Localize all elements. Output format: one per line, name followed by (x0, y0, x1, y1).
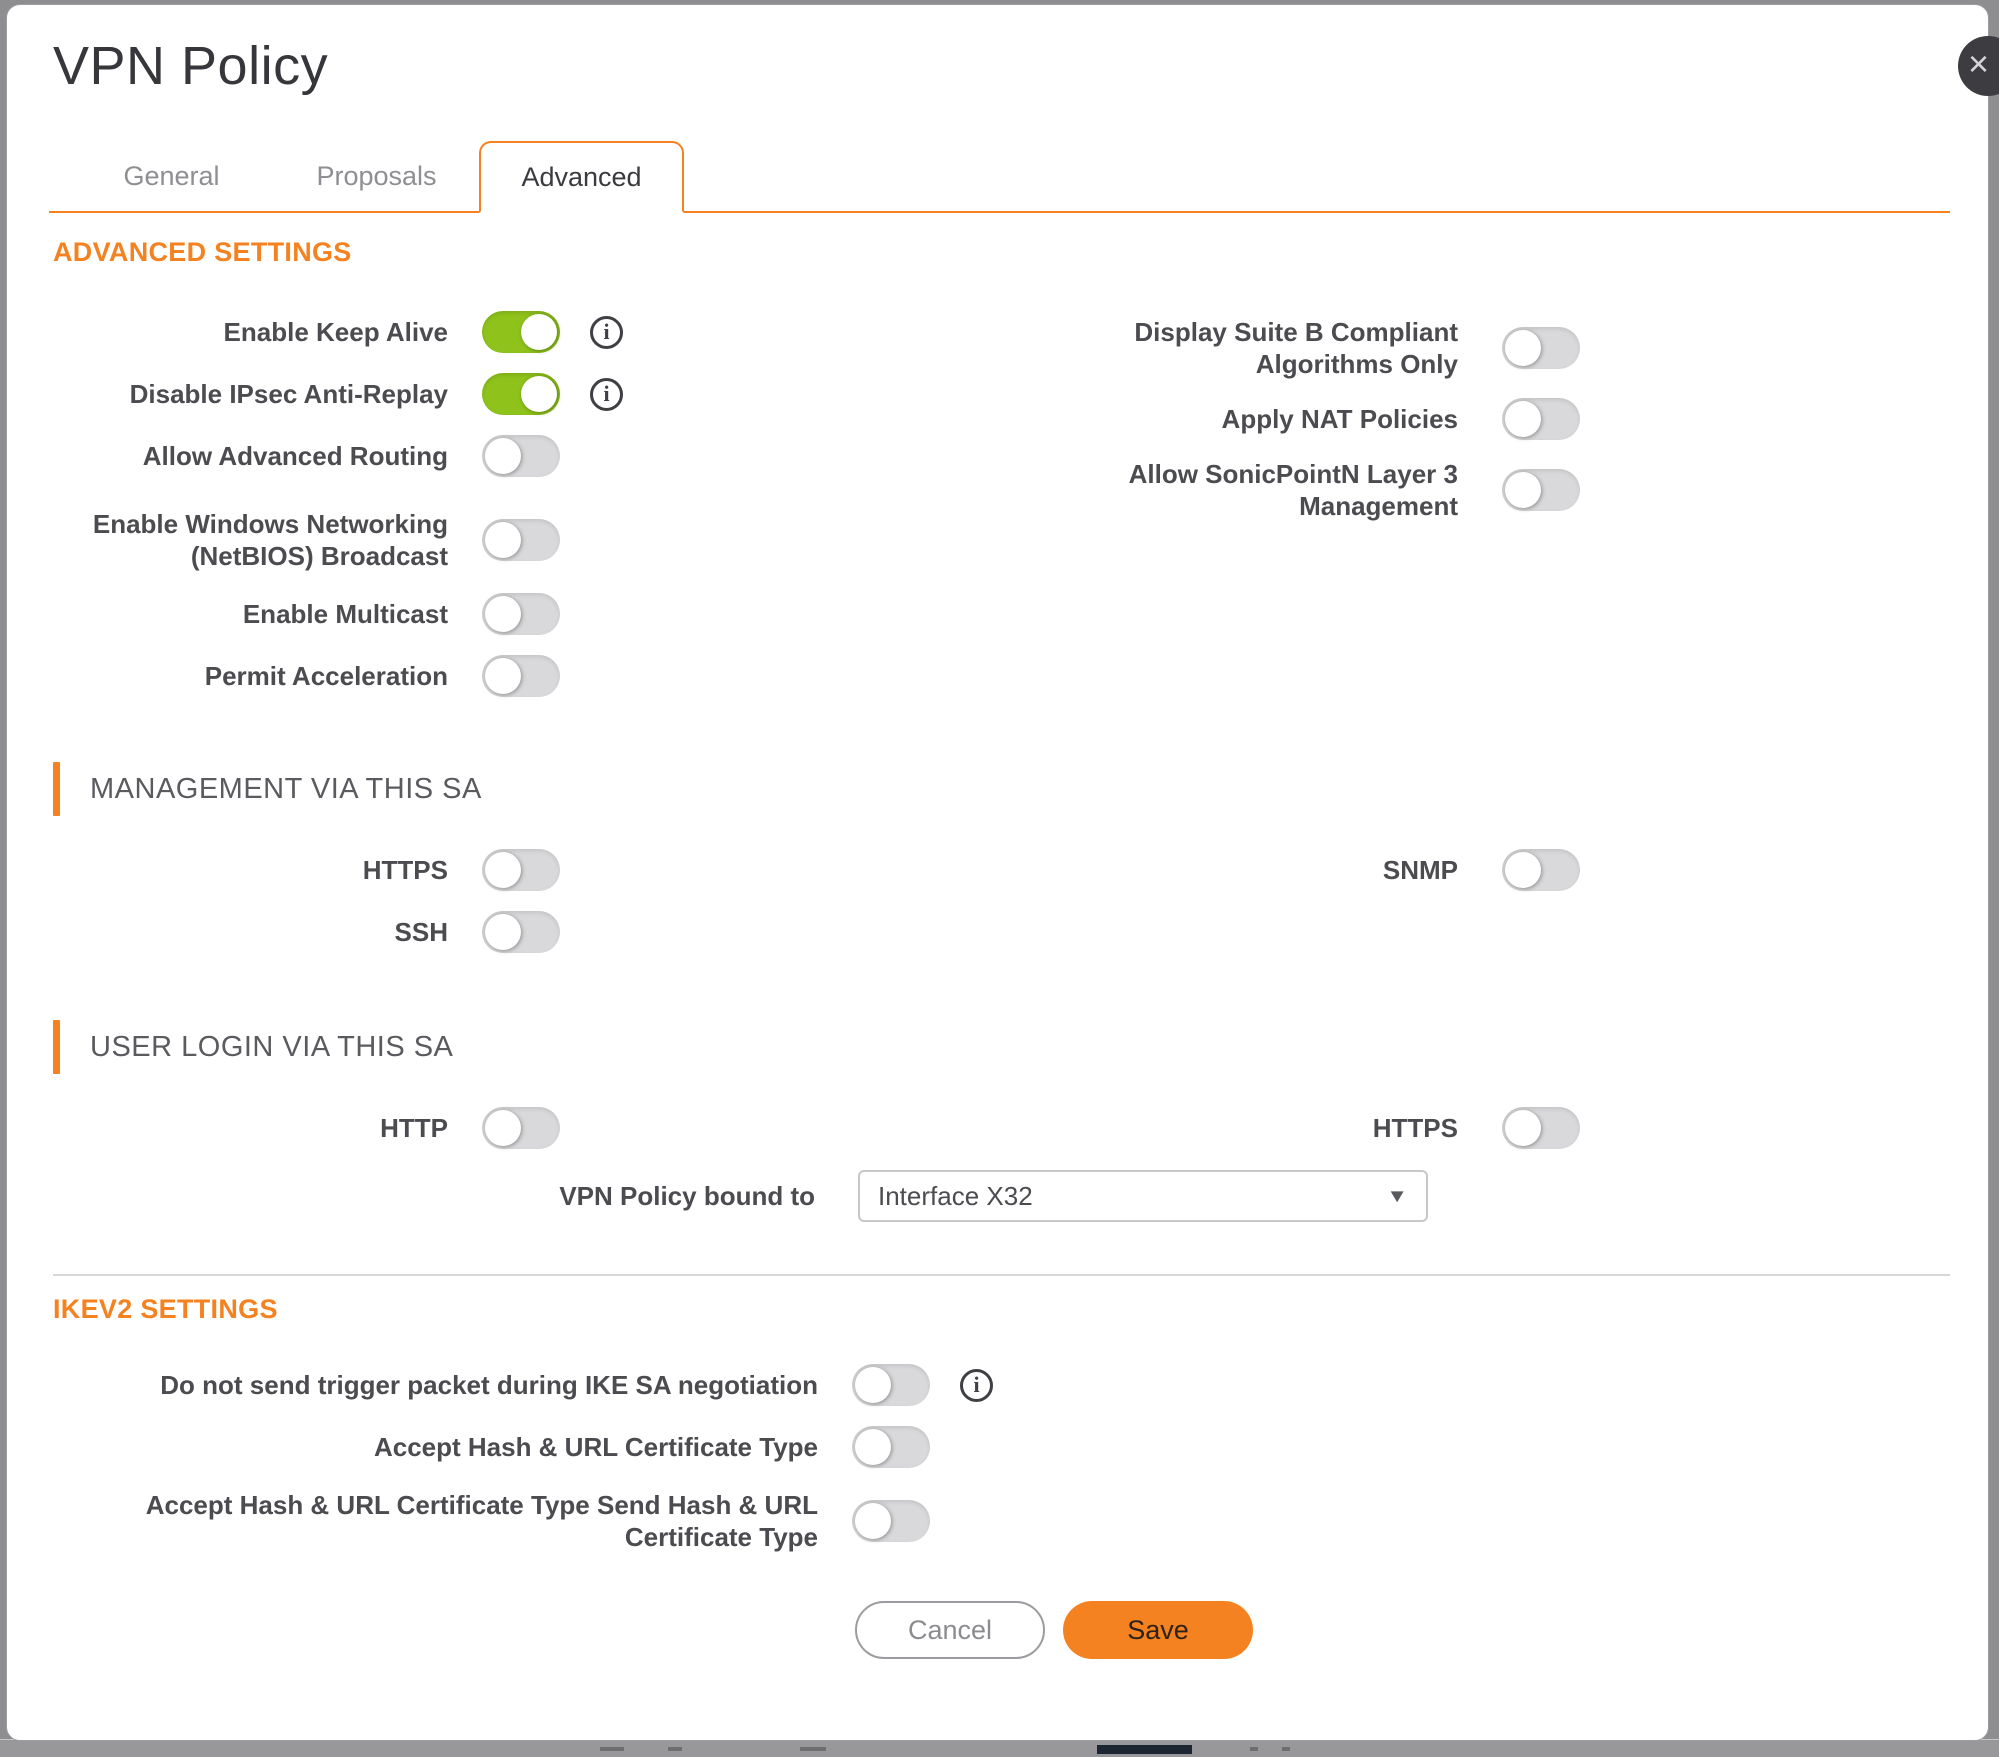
ikev2-settings-heading: IKEV2 SETTINGS (53, 1294, 278, 1324)
setting-label: Allow SonicPointN Layer 3 Management (1128, 458, 1458, 522)
background-navy-element (1097, 1745, 1192, 1754)
toggle-management-ssh[interactable] (482, 911, 560, 953)
info-icon[interactable]: i (960, 1368, 993, 1402)
select-value: Interface X32 (878, 1180, 1033, 1211)
toggle-management-https[interactable] (482, 849, 560, 891)
user-login-via-this-sa-heading: USER LOGIN VIA THIS SA (53, 1020, 1950, 1074)
toggle-accept-hash-url-certificate-type-send[interactable] (852, 1500, 930, 1542)
tab-bar: General Proposals Advanced (49, 141, 1950, 213)
setting-label: Apply NAT Policies (1221, 403, 1458, 434)
save-button[interactable]: Save (1063, 1601, 1253, 1659)
management-section: HTTPS SSH SNMP (53, 848, 1950, 954)
section-heading-text: USER LOGIN VIA THIS SA (90, 1030, 454, 1063)
toggle-allow-sonicpointn-layer-3-management[interactable] (1502, 469, 1580, 511)
toggle-do-not-send-trigger-packet[interactable] (852, 1364, 930, 1406)
vpn-policy-bound-to-label: VPN Policy bound to (559, 1180, 815, 1211)
setting-label: Disable IPsec Anti-Replay (129, 378, 448, 409)
background-page-sliver (0, 1739, 1999, 1757)
setting-row: SNMP (1073, 848, 1633, 892)
setting-label: Allow Advanced Routing (142, 440, 448, 471)
setting-label: SSH (394, 916, 448, 947)
user-login-right-column: HTTPS (1073, 1106, 1633, 1168)
info-icon[interactable]: i (590, 315, 623, 349)
setting-label: Enable Multicast (242, 598, 448, 629)
setting-row: HTTPS (53, 848, 1950, 892)
ikev2-section: Do not send trigger packet during IKE SA… (53, 1363, 1950, 1561)
toggle-enable-multicast[interactable] (482, 593, 560, 635)
dialog-title: VPN Policy (53, 36, 329, 96)
close-icon[interactable]: × (1958, 36, 1999, 96)
setting-label: Accept Hash & URL Certificate Type Send … (145, 1489, 818, 1553)
toggle-permit-acceleration[interactable] (482, 655, 560, 697)
setting-row: Enable Keep Alive i (53, 310, 1950, 354)
management-via-this-sa-heading: MANAGEMENT VIA THIS SA (53, 762, 1950, 816)
setting-label: Do not send trigger packet during IKE SA… (160, 1369, 818, 1400)
background-dash (1250, 1747, 1258, 1751)
tab-general[interactable]: General (123, 160, 220, 191)
setting-row: Do not send trigger packet during IKE SA… (53, 1363, 1950, 1407)
setting-row: Display Suite B Compliant Algorithms Onl… (1073, 310, 1633, 386)
vpn-policy-bound-to-select[interactable]: Interface X32 ▼ (858, 1170, 1428, 1222)
background-dash (600, 1747, 624, 1751)
toggle-user-login-https[interactable] (1502, 1107, 1580, 1149)
vpn-policy-dialog: VPN Policy General Proposals Advanced AD… (6, 4, 1989, 1741)
tab-proposals[interactable]: Proposals (316, 160, 437, 191)
advanced-settings-section: Enable Keep Alive i Disable IPsec Anti-R… (53, 310, 1950, 698)
dialog-footer: Cancel Save (855, 1601, 1950, 1659)
toggle-display-suite-b-compliant-algorithms-only[interactable] (1502, 327, 1580, 369)
user-login-section: HTTP HTTPS (53, 1106, 1950, 1150)
setting-label: SNMP (1382, 854, 1458, 885)
setting-row: Enable Multicast (53, 592, 1950, 636)
setting-row: Enable Windows Networking (NetBIOS) Broa… (53, 500, 1950, 580)
vpn-policy-bound-to-row: VPN Policy bound to Interface X32 ▼ (53, 1170, 1950, 1222)
setting-label: Display Suite B Compliant Algorithms Onl… (1134, 316, 1458, 380)
setting-row: Accept Hash & URL Certificate Type (53, 1425, 1950, 1469)
setting-label: Enable Windows Networking (NetBIOS) Broa… (92, 508, 448, 572)
toggle-user-login-http[interactable] (482, 1107, 560, 1149)
toggle-apply-nat-policies[interactable] (1502, 398, 1580, 440)
setting-label: Permit Acceleration (204, 660, 448, 691)
toggle-disable-ipsec-anti-replay[interactable] (482, 373, 560, 415)
chevron-down-icon: ▼ (1386, 1184, 1408, 1207)
section-divider (53, 1274, 1950, 1276)
setting-label: Accept Hash & URL Certificate Type (373, 1431, 818, 1462)
cancel-button[interactable]: Cancel (855, 1601, 1045, 1659)
orange-section-bar (53, 1020, 60, 1074)
setting-label: Enable Keep Alive (223, 316, 448, 347)
setting-row: Apply NAT Policies (1073, 397, 1633, 441)
setting-row: Permit Acceleration (53, 654, 1950, 698)
background-dash (1282, 1747, 1290, 1751)
background-dash (800, 1747, 826, 1751)
toggle-enable-keep-alive[interactable] (482, 311, 560, 353)
setting-row: HTTPS (1073, 1106, 1633, 1150)
toggle-accept-hash-url-certificate-type[interactable] (852, 1426, 930, 1468)
info-icon[interactable]: i (590, 377, 623, 411)
management-right-column: SNMP (1073, 848, 1633, 910)
orange-section-bar (53, 762, 60, 816)
section-heading-text: MANAGEMENT VIA THIS SA (90, 772, 482, 805)
setting-row: HTTP (53, 1106, 1950, 1150)
advanced-settings-right-column: Display Suite B Compliant Algorithms Onl… (1073, 310, 1633, 528)
setting-label: HTTP (380, 1112, 448, 1143)
toggle-enable-windows-networking-netbios-broadcast[interactable] (482, 519, 560, 561)
toggle-allow-advanced-routing[interactable] (482, 435, 560, 477)
background-dash (668, 1747, 682, 1751)
setting-row: SSH (53, 910, 1950, 954)
setting-row: Accept Hash & URL Certificate Type Send … (53, 1481, 1950, 1561)
advanced-settings-heading: ADVANCED SETTINGS (53, 237, 352, 267)
setting-row: Disable IPsec Anti-Replay i (53, 372, 1950, 416)
tab-advanced[interactable]: Advanced (479, 141, 684, 213)
toggle-management-snmp[interactable] (1502, 849, 1580, 891)
setting-row: Allow SonicPointN Layer 3 Management (1073, 452, 1633, 528)
setting-label: HTTPS (362, 854, 448, 885)
setting-row: Allow Advanced Routing (53, 434, 1950, 478)
setting-label: HTTPS (1372, 1112, 1458, 1143)
